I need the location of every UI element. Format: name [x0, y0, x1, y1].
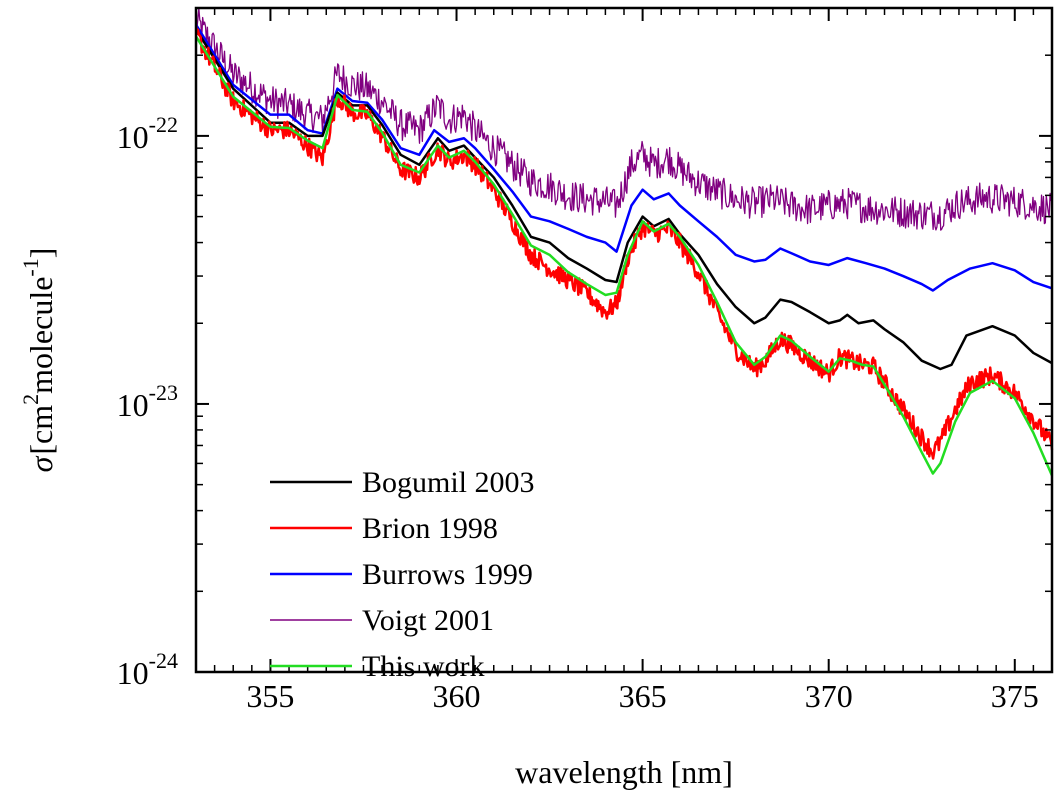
legend-label-bogumil-2003: Bogumil 2003 — [362, 466, 535, 499]
x-tick-label: 360 — [433, 678, 481, 714]
legend-label-this-work: This work — [362, 650, 485, 683]
series-line-voigt-2001 — [196, 8, 1053, 231]
legend-label-burrows-1999: Burrows 1999 — [362, 558, 533, 591]
series-line-brion-1998 — [196, 25, 1054, 460]
y-tick-label: 10-22 — [117, 112, 178, 155]
y-axis-middle: molecule — [23, 277, 59, 394]
y-tick-label: 10-23 — [117, 380, 178, 423]
x-axis-title: wavelength [nm] — [515, 754, 733, 790]
x-tick-label: 365 — [619, 678, 667, 714]
ticks-layer — [195, 7, 1053, 673]
y-axis-sup2: -1 — [18, 258, 43, 276]
series-layer — [196, 8, 1054, 477]
x-tick-label: 355 — [246, 678, 294, 714]
x-tick-label: 375 — [991, 678, 1039, 714]
series-line-bogumil-2003 — [196, 28, 1053, 371]
x-tick-label: 370 — [805, 678, 853, 714]
y-axis-sup1: 2 — [18, 394, 43, 405]
y-axis-close: ] — [23, 248, 59, 259]
series-line-burrows-1999 — [196, 24, 1053, 292]
y-tick-label: 10-24 — [117, 648, 178, 691]
series-line-this-work — [196, 35, 1054, 477]
y-axis-title: σ[cm2molecule-1] — [18, 248, 59, 473]
plot-frame — [194, 6, 1054, 674]
legend-label-voigt-2001: Voigt 2001 — [362, 604, 494, 637]
y-axis-open: [cm — [23, 405, 59, 455]
y-axis-symbol: σ — [23, 455, 59, 472]
y-tick-labels: 10-24 10-23 10-22 — [117, 112, 178, 691]
legend-label-brion-1998: Brion 1998 — [362, 512, 498, 545]
legend: Bogumil 2003 Brion 1998 Burrows 1999 Voigt … — [270, 466, 535, 683]
x-tick-labels: 355 360 365 370 375 — [246, 678, 1038, 714]
